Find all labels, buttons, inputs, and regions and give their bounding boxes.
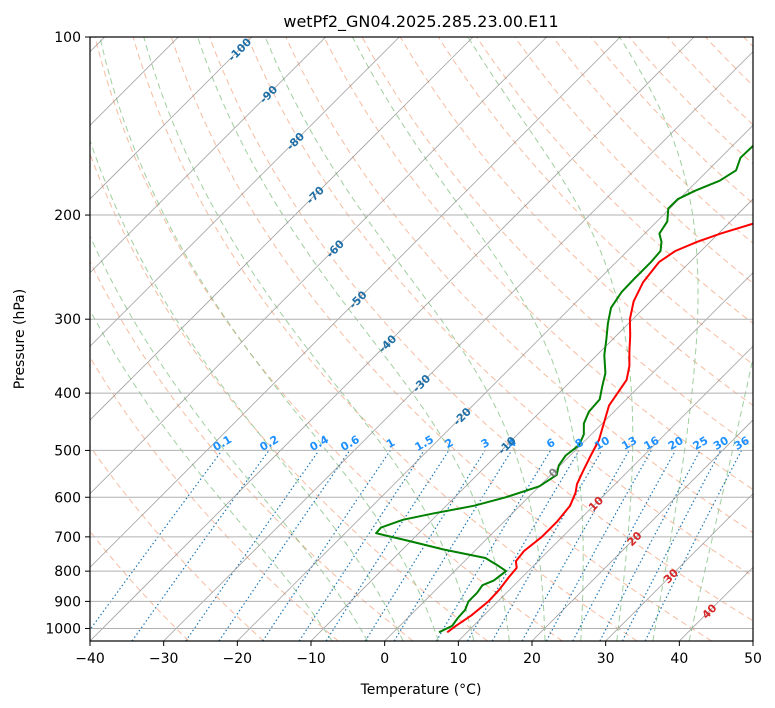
moist-adiabat [90,234,369,641]
moist-adiabat [264,37,546,641]
y-axis: 100 200 300 400 500 600 700 800 900 1000 [45,30,90,637]
x-tick-label: −40 [75,651,105,667]
x-tick-label: 30 [597,651,615,667]
temperature-line [446,222,753,634]
y-axis-label: Pressure (hPa) [12,289,28,389]
mixing-ratio-line [90,450,223,631]
y-tick-label: 500 [54,443,81,459]
y-tick-label: 300 [54,312,81,328]
x-axis-label: Temperature (°C) [360,682,482,698]
x-tick-label: 10 [449,651,467,667]
isotherm-line [458,345,753,641]
isotherm-line [90,37,326,274]
plot-frame [89,36,754,642]
mixing-ratio-line [325,450,450,641]
dewpoint-line [375,144,753,634]
x-tick-label: 50 [744,651,762,667]
chart-title: wetPf2_GN04.2025.285.23.00.E11 [283,12,558,32]
moist-adiabat [197,37,510,641]
dry-adiabat [323,37,753,491]
isotherm-line [605,493,753,641]
x-axis: −40 −30 −20 −10 0 10 20 30 40 50 [75,641,762,667]
dry-adiabat [90,445,264,641]
isotherm-line [90,37,695,641]
moist-adiabat [688,355,753,641]
x-tick-label: −20 [223,651,253,667]
isotherm-line [237,124,753,641]
y-tick-label: 900 [54,594,81,610]
mixing-ratio-line [131,450,270,641]
x-tick-label: 20 [523,651,541,667]
mixing-ratio-lines [90,450,743,641]
dry-adiabat [132,37,638,641]
mixing-ratio-line [435,450,552,641]
y-tick-label: 200 [54,208,81,224]
y-tick-label: 100 [54,30,81,46]
pressure-gridlines [90,37,753,629]
mixing-ratio-line [545,450,652,641]
dry-adiabat [590,37,753,205]
x-tick-label: −10 [296,651,326,667]
dry-adiabat [476,37,753,325]
dry-adiabat [170,37,712,641]
dry-adiabat [399,37,753,407]
isotherms [90,37,753,641]
moist-adiabat [90,309,333,641]
isotherm-line [90,37,621,568]
y-tick-label: 400 [54,386,81,402]
isotherm-line [90,37,474,421]
mixing-ratio-line [572,450,677,641]
moist-adiabat [99,37,439,641]
x-tick-label: −30 [149,651,179,667]
isotherm-line [90,37,253,200]
dry-adiabat [209,37,753,622]
mixing-ratio-line [491,450,603,641]
y-tick-label: 700 [54,530,81,546]
y-tick-label: 800 [54,564,81,580]
isotherm-line [310,198,753,641]
moist-adiabat [143,37,475,641]
plot-background [90,37,753,641]
profile-series [375,144,753,634]
moist-adiabat [352,37,584,641]
isotherm-line [163,51,753,641]
isotherm-line [90,37,400,347]
y-tick-label: 1000 [45,621,81,637]
x-tick-label: 40 [670,651,688,667]
plot-area [90,37,753,641]
x-tick-label: 0 [380,651,389,667]
y-tick-label: 600 [54,490,81,506]
mixing-ratio-line [466,450,580,641]
isotherm-line [90,37,547,495]
mixing-ratio-line [393,450,513,641]
dry-adiabat [628,37,753,165]
moist-adiabats [90,37,753,641]
isotherm-line [384,272,753,641]
dry-adiabat [514,37,753,284]
dry-adiabat [247,37,753,577]
isotherm-line [531,419,753,641]
mixing-ratio-line [218,450,351,641]
moist-adiabat [619,37,699,641]
moist-adiabat [90,138,404,641]
mixing-ratio-line [521,450,630,641]
